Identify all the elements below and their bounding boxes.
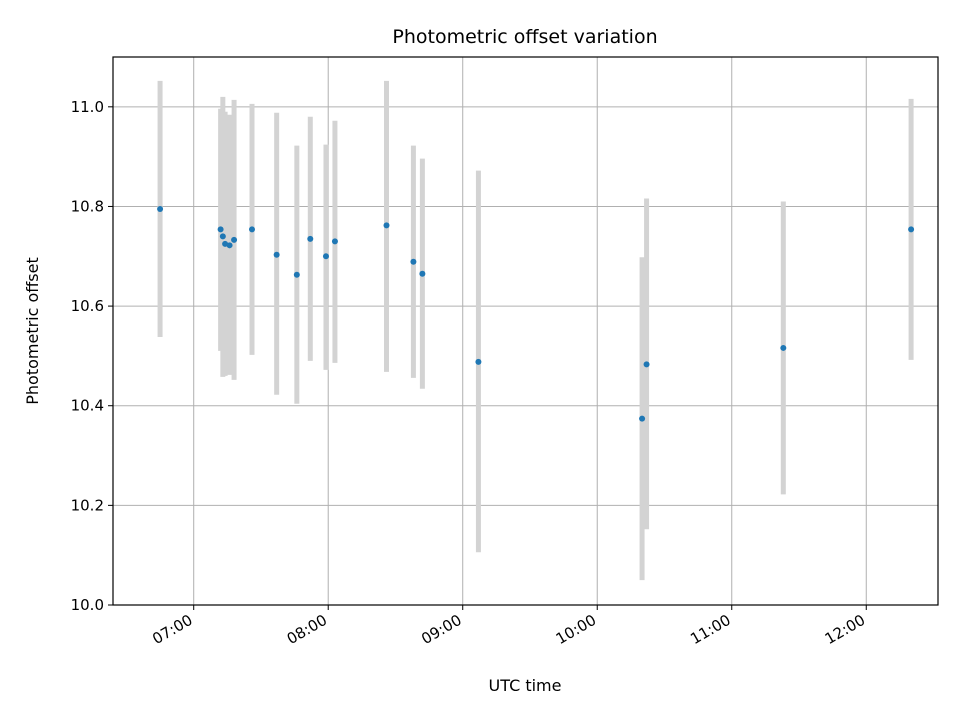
- data-point: [227, 242, 233, 248]
- data-point: [908, 226, 914, 232]
- data-point: [410, 259, 416, 265]
- data-point: [644, 361, 650, 367]
- data-point: [274, 252, 280, 258]
- chart-title: Photometric offset variation: [392, 26, 657, 48]
- y-tick-label: 10.4: [71, 397, 104, 415]
- x-axis-label: UTC time: [489, 676, 562, 695]
- data-point: [419, 271, 425, 277]
- y-tick-label: 10.6: [71, 297, 104, 315]
- y-tick-label: 10.2: [71, 496, 104, 514]
- data-point: [307, 236, 313, 242]
- data-point: [249, 226, 255, 232]
- data-point: [475, 359, 481, 365]
- data-point: [218, 226, 224, 232]
- y-tick-label: 10.8: [71, 197, 104, 215]
- data-point: [384, 222, 390, 228]
- data-point: [220, 233, 226, 239]
- y-tick-label: 10.0: [71, 596, 104, 614]
- y-axis-label: Photometric offset: [23, 257, 42, 405]
- data-point: [323, 253, 329, 259]
- y-tick-label: 11.0: [71, 98, 104, 116]
- data-point: [332, 238, 338, 244]
- data-point: [639, 416, 645, 422]
- data-point: [231, 237, 237, 243]
- data-point: [157, 206, 163, 212]
- data-point: [780, 345, 786, 351]
- data-point: [294, 272, 300, 278]
